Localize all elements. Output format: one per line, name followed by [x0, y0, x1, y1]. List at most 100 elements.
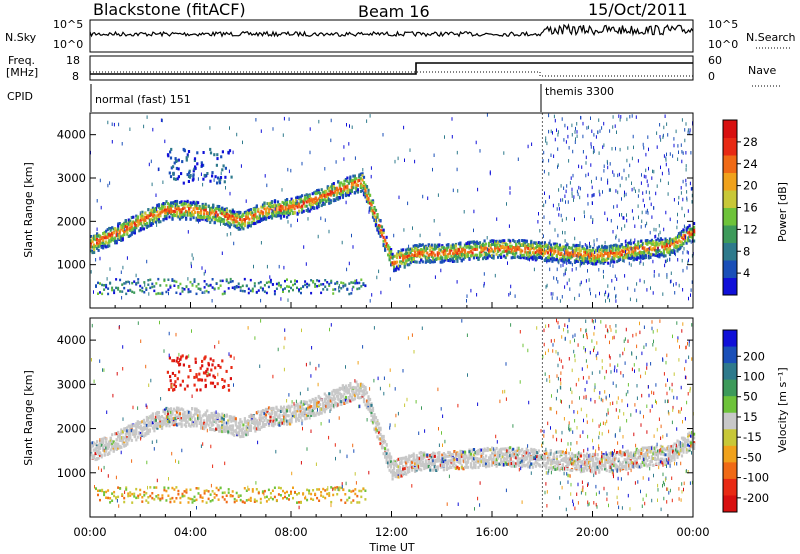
- data-cell: [157, 421, 160, 425]
- data-cell: [668, 253, 672, 257]
- data-cell: [531, 244, 534, 248]
- data-cell: [581, 245, 584, 249]
- data-cell: [613, 251, 616, 255]
- data-cell: [445, 247, 448, 250]
- data-cell: [549, 248, 552, 251]
- data-cell: [647, 183, 649, 188]
- data-cell: [513, 256, 516, 259]
- data-cell: [576, 130, 578, 134]
- data-cell: [611, 259, 613, 264]
- data-cell: [586, 246, 589, 250]
- data-cell: [113, 289, 116, 292]
- data-cell: [450, 248, 453, 252]
- data-cell: [218, 429, 221, 433]
- data-cell: [587, 202, 589, 206]
- data-cell: [141, 289, 144, 293]
- data-cell: [202, 151, 205, 154]
- data-cell: [543, 251, 546, 255]
- data-cell: [201, 422, 204, 426]
- data-cell: [326, 195, 329, 199]
- data-cell: [483, 239, 486, 243]
- data-cell: [596, 255, 599, 259]
- data-cell: [480, 253, 483, 257]
- data-cell: [356, 188, 359, 192]
- data-cell: [566, 184, 568, 188]
- data-cell: [453, 245, 456, 249]
- data-cell: [99, 453, 102, 457]
- data-cell: [456, 167, 458, 172]
- data-cell: [172, 416, 176, 420]
- data-cell: [553, 154, 555, 158]
- data-cell: [664, 259, 666, 264]
- data-cell: [418, 255, 421, 259]
- data-cell: [155, 193, 157, 197]
- data-cell: [518, 247, 521, 251]
- data-cell: [306, 285, 309, 289]
- data-cell: [374, 223, 378, 227]
- data-cell: [593, 146, 595, 150]
- data-cell: [601, 258, 604, 262]
- data-cell: [612, 115, 614, 119]
- data-cell: [475, 241, 479, 245]
- data-cell: [648, 247, 650, 251]
- data-cell: [508, 293, 510, 297]
- data-cell: [645, 210, 647, 215]
- data-cell: [258, 420, 261, 424]
- data-cell: [434, 275, 436, 279]
- data-cell: [117, 446, 120, 450]
- data-cell: [674, 252, 676, 257]
- data-cell: [572, 173, 574, 178]
- data-cell: [252, 217, 255, 220]
- data-cell: [368, 207, 372, 211]
- data-cell: [605, 257, 608, 261]
- data-cell: [578, 249, 581, 253]
- data-cell: [163, 205, 167, 209]
- data-cell: [188, 410, 191, 414]
- data-cell: [625, 243, 628, 247]
- data-cell: [330, 138, 332, 143]
- data-cell: [644, 254, 647, 257]
- data-cell: [552, 292, 554, 296]
- data-cell: [305, 401, 308, 405]
- data-cell: [329, 185, 332, 189]
- data-cell: [639, 245, 640, 249]
- data-cell: [248, 429, 251, 432]
- data-cell: [655, 228, 657, 232]
- data-cell: [183, 200, 186, 204]
- data-cell: [677, 258, 679, 262]
- data-cell: [120, 236, 123, 240]
- data-cell: [264, 422, 268, 426]
- data-cell: [212, 414, 215, 418]
- data-cell: [162, 218, 165, 221]
- data-cell: [204, 208, 207, 212]
- data-cell: [112, 447, 115, 451]
- data-cell: [209, 126, 211, 130]
- data-cell: [243, 290, 246, 293]
- data-cell: [320, 197, 323, 201]
- data-cell: [615, 146, 616, 151]
- data-cell: [575, 259, 578, 263]
- data-cell: [561, 117, 563, 121]
- data-cell: [635, 252, 638, 256]
- data-cell: [570, 176, 572, 180]
- data-cell: [267, 420, 271, 424]
- data-cell: [316, 198, 319, 202]
- data-cell: [560, 184, 562, 188]
- data-cell: [656, 237, 659, 241]
- data-cell: [322, 283, 325, 286]
- data-cell: [239, 418, 242, 422]
- data-cell: [659, 253, 662, 257]
- data-cell: [129, 289, 132, 292]
- data-cell: [645, 190, 647, 194]
- data-cell: [194, 421, 197, 425]
- data-cell: [557, 280, 559, 284]
- data-cell: [649, 256, 652, 259]
- data-cell: [111, 226, 114, 230]
- data-cell: [640, 225, 642, 229]
- data-cell: [114, 441, 117, 445]
- data-cell: [569, 246, 572, 250]
- data-cell: [258, 422, 261, 426]
- data-cell: [572, 149, 574, 154]
- data-cell: [260, 129, 262, 133]
- data-cell: [227, 281, 230, 285]
